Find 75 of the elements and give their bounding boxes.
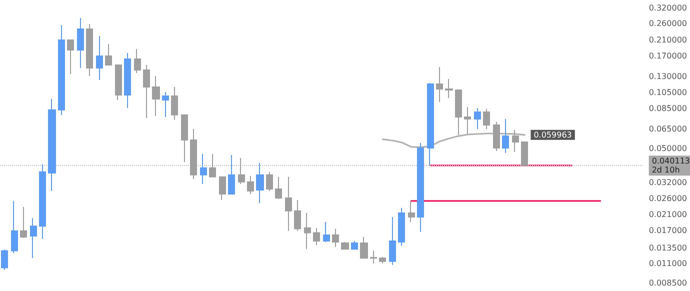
- candlestick: [238, 158, 245, 184]
- y-tick-label: 0.026000: [648, 194, 687, 203]
- candlestick: [67, 40, 74, 74]
- candlestick: [266, 171, 273, 192]
- candlestick: [96, 35, 103, 80]
- candlestick: [134, 48, 141, 74]
- y-tick-label: 0.130000: [648, 72, 687, 81]
- candlestick: [256, 162, 264, 204]
- y-tick-label: 0.170000: [648, 51, 687, 60]
- candlestick: [30, 218, 37, 259]
- candlestick: [48, 98, 56, 192]
- candlestick: [162, 91, 169, 118]
- candlestick: [408, 200, 415, 223]
- y-tick-label: 0.320000: [648, 4, 687, 12]
- candlestick: [190, 128, 197, 180]
- y-tick-label: 0.021000: [648, 210, 687, 219]
- candlestick: [219, 176, 226, 201]
- candlestick: [39, 164, 46, 240]
- candlestick: [152, 75, 160, 116]
- candlestick: [20, 206, 27, 238]
- candlestick: [1, 249, 8, 270]
- y-tick-label: 0.017000: [648, 226, 687, 235]
- candlestick: [464, 106, 471, 134]
- y-tick-label: 0.013500: [648, 243, 687, 252]
- candlestick: [171, 86, 178, 120]
- y-tick-label: 0.105000: [648, 88, 687, 97]
- data-label: 0.059963: [534, 130, 572, 140]
- candlestick: [247, 175, 254, 195]
- candlestick: [436, 66, 443, 102]
- candlestick: [285, 176, 292, 232]
- candlestick: [323, 222, 330, 242]
- line-series: [382, 132, 526, 148]
- candlestick: [86, 23, 93, 76]
- candlestick: [427, 82, 434, 166]
- candlestick: [521, 142, 528, 166]
- candlestick: [483, 108, 490, 130]
- candlestick: [398, 207, 405, 246]
- candlestick: [502, 118, 509, 154]
- y-tick-label: 0.210000: [648, 35, 687, 44]
- candlestick: [474, 107, 481, 130]
- y-tick-label: 0.260000: [648, 19, 687, 28]
- candlestick: [143, 64, 150, 118]
- candlestick: [294, 200, 301, 232]
- y-tick-label: 0.011000: [648, 258, 687, 268]
- candlestick: [11, 200, 18, 254]
- y-tick-label: 0.065000: [648, 124, 687, 134]
- candlestick: [304, 212, 311, 250]
- candlestick: [209, 153, 216, 178]
- candlestick: [105, 44, 112, 66]
- candlestick: [313, 227, 320, 246]
- candlestick: [417, 142, 424, 232]
- candlestick: [512, 129, 519, 152]
- y-tick-label: 0.050000: [648, 144, 687, 154]
- candlestick: [493, 122, 500, 152]
- candlestick: [228, 154, 235, 195]
- candlestick: [360, 236, 368, 259]
- candlestick: [77, 17, 84, 68]
- candlestick: [341, 242, 349, 250]
- candlestick: [124, 52, 131, 108]
- candlestick: [445, 78, 453, 98]
- candlestick: [275, 176, 282, 200]
- candlestick: [115, 64, 122, 100]
- y-tick-label: 0.008500: [648, 278, 687, 288]
- candlestick: [181, 114, 188, 163]
- candlestick: [200, 153, 207, 184]
- candlestick: [455, 89, 462, 136]
- candlestick: [332, 228, 339, 248]
- candlestick: [351, 240, 358, 250]
- candlestick: [389, 216, 396, 266]
- candlestick: [58, 24, 65, 116]
- candlestick: [379, 256, 386, 264]
- candlestick: [370, 250, 377, 264]
- ref-line-label: 0.040113 2d 10h: [652, 156, 690, 175]
- y-tick-label: 0.085000: [648, 104, 687, 113]
- y-tick-label: 0.032000: [648, 178, 687, 188]
